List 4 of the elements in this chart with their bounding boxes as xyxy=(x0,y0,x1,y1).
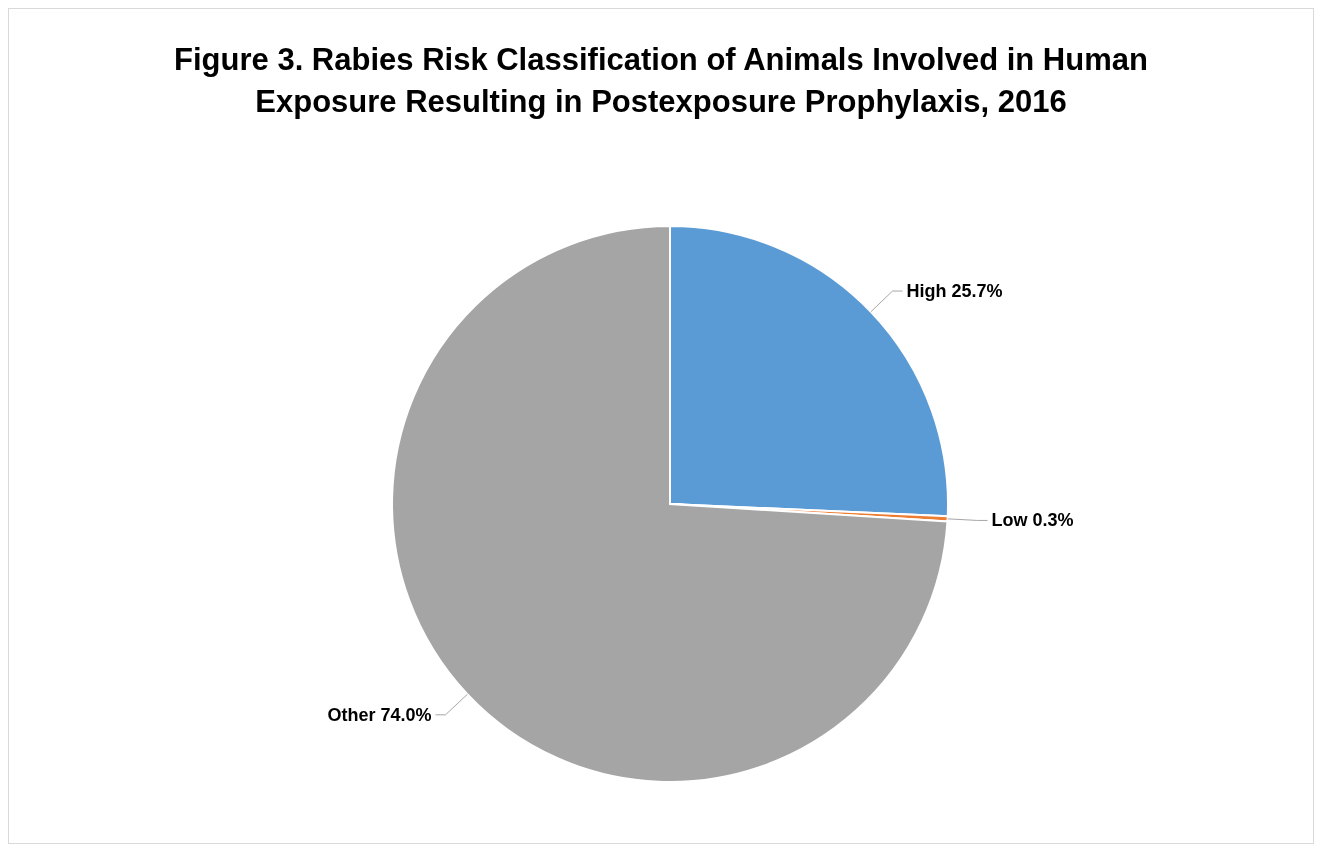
slice-label: Other 74.0% xyxy=(327,704,432,725)
slice-label: Low 0.3% xyxy=(991,510,1074,531)
slice-label: High 25.7% xyxy=(906,281,1003,302)
chart-title: Figure 3. Rabies Risk Classification of Animals Involved in Human Exposure Resulting in Postexposure Prophylaxis, 2016 xyxy=(173,41,1149,121)
